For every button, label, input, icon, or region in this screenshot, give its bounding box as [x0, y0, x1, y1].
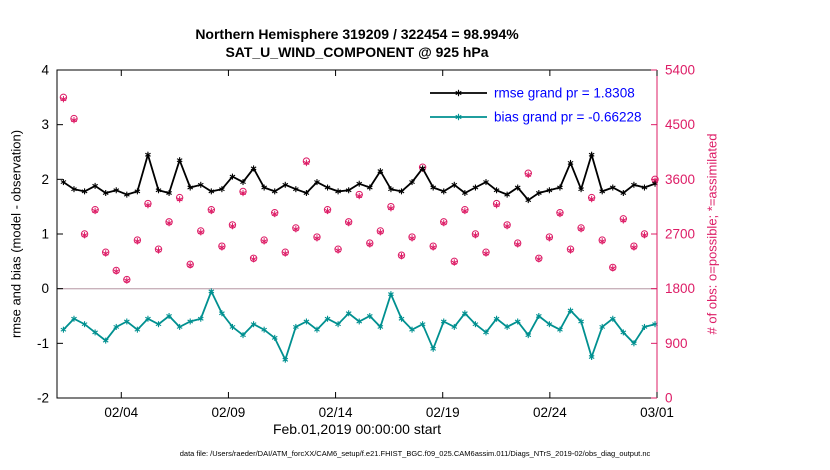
svg-text:02/19: 02/19 [426, 405, 460, 420]
svg-text:5400: 5400 [665, 63, 695, 78]
svg-text:02/09: 02/09 [212, 405, 246, 420]
svg-text:rmse grand pr = 1.8308: rmse grand pr = 1.8308 [494, 86, 635, 101]
svg-text:3: 3 [41, 117, 49, 132]
svg-text:-1: -1 [37, 336, 49, 351]
svg-text:2700: 2700 [665, 227, 695, 242]
svg-text:3600: 3600 [665, 172, 695, 187]
svg-text:02/14: 02/14 [319, 405, 353, 420]
svg-text:02/24: 02/24 [533, 405, 567, 420]
svg-text:1800: 1800 [665, 281, 695, 296]
svg-text:900: 900 [665, 336, 688, 351]
svg-text:0: 0 [665, 391, 673, 406]
svg-text:1: 1 [41, 227, 49, 242]
svg-text:2: 2 [41, 172, 49, 187]
svg-text:03/01: 03/01 [640, 405, 674, 420]
svg-text:02/04: 02/04 [104, 405, 138, 420]
y-axis-label-left: rmse and bias (model - observation) [8, 129, 24, 339]
x-axis-label: Feb.01,2019 00:00:00 start [272, 421, 442, 437]
svg-text:4500: 4500 [665, 117, 695, 132]
svg-text:4: 4 [41, 63, 49, 78]
svg-text:-2: -2 [37, 391, 49, 406]
data-file-caption: data file: /Users/raeder/DAI/ATM_forcXX/… [179, 449, 651, 458]
figure-title-line2: SAT_U_WIND_COMPONENT @ 925 hPa [225, 44, 489, 60]
svg-text:0: 0 [41, 281, 49, 296]
svg-text:bias grand pr = -0.66228: bias grand pr = -0.66228 [494, 110, 641, 125]
y-axis-label-right: # of obs: o=possible; *=assimilated [704, 133, 720, 335]
figure-title-line1: Northern Hemisphere 319209 / 322454 = 98… [195, 26, 519, 42]
